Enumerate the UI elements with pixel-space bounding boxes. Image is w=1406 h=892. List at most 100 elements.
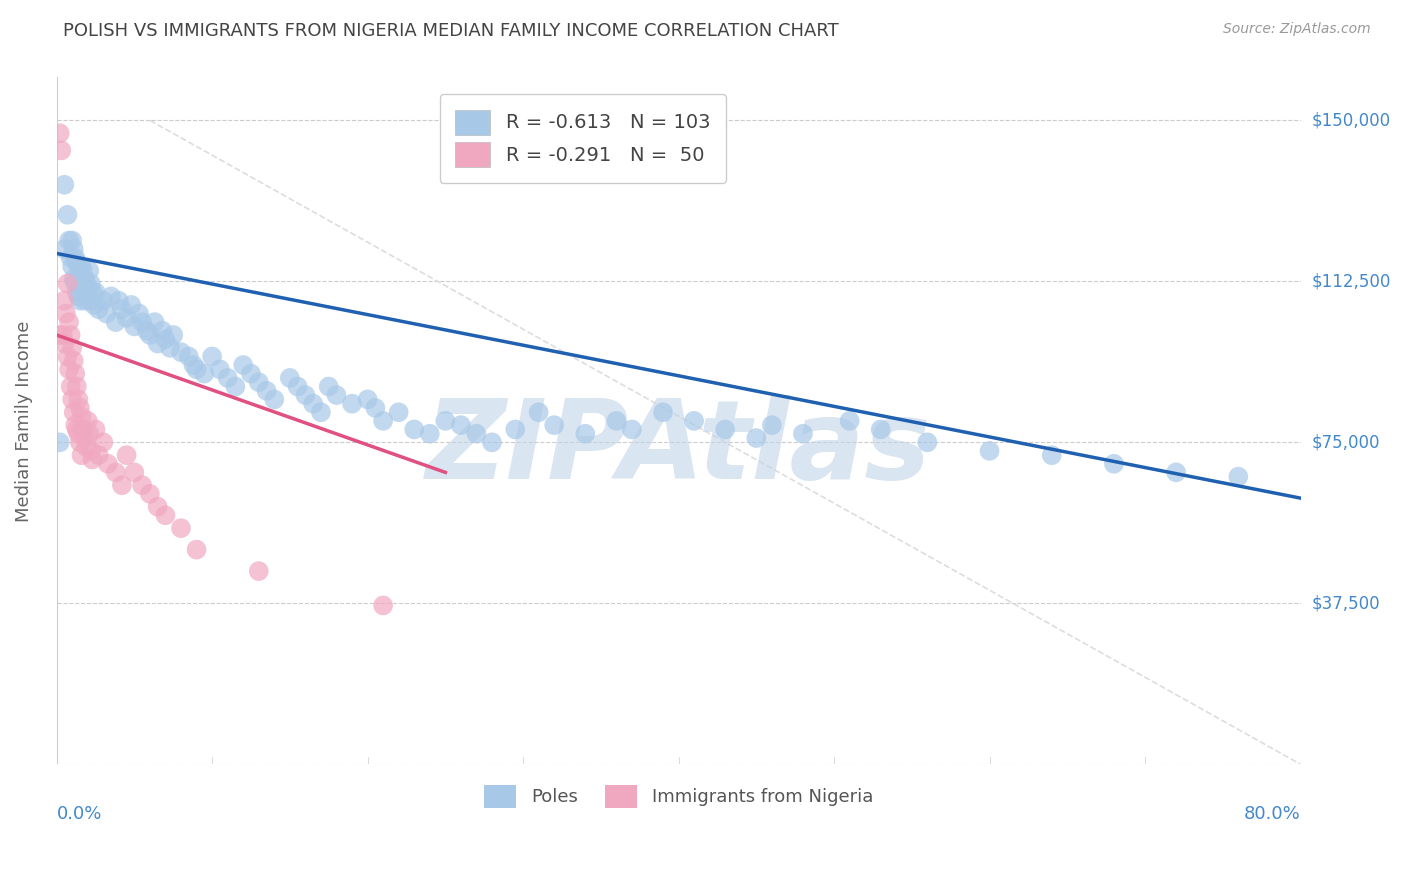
Point <box>69 293 91 308</box>
Point <box>73 272 96 286</box>
Point <box>84 285 107 299</box>
Point <box>115 448 138 462</box>
Text: ZIPAtlas: ZIPAtlas <box>426 395 931 502</box>
Point <box>53 293 76 308</box>
Point <box>318 379 340 393</box>
Point <box>193 367 215 381</box>
Point <box>60 234 83 248</box>
Point <box>76 281 98 295</box>
Point <box>183 358 205 372</box>
Point <box>340 397 363 411</box>
Point <box>97 457 120 471</box>
Point <box>46 328 69 343</box>
Point <box>91 435 114 450</box>
Point <box>792 426 814 441</box>
Point <box>62 242 84 256</box>
Point <box>434 414 457 428</box>
Point <box>111 478 134 492</box>
Point <box>309 405 332 419</box>
Point <box>917 435 939 450</box>
Point <box>76 414 98 428</box>
Point <box>82 452 104 467</box>
Point <box>256 384 278 398</box>
Point <box>419 426 441 441</box>
Point <box>67 289 90 303</box>
Point <box>186 362 208 376</box>
Point <box>208 362 231 376</box>
Point <box>170 521 193 535</box>
Point <box>87 448 110 462</box>
Point <box>170 345 193 359</box>
Point <box>100 289 122 303</box>
Point <box>80 277 103 291</box>
Point <box>60 341 83 355</box>
Point <box>979 443 1001 458</box>
Point <box>146 500 169 514</box>
Point <box>162 328 184 343</box>
Point <box>91 293 114 308</box>
Point <box>80 443 103 458</box>
Point <box>224 379 246 393</box>
Point <box>838 414 860 428</box>
Point <box>52 328 75 343</box>
Point <box>69 401 91 415</box>
Point <box>104 466 127 480</box>
Point <box>72 263 94 277</box>
Text: 80.0%: 80.0% <box>1244 805 1301 823</box>
Point <box>139 328 162 343</box>
Point <box>70 281 93 295</box>
Point <box>56 277 79 291</box>
Point <box>62 405 84 419</box>
Point <box>80 293 103 308</box>
Point <box>69 435 91 450</box>
Point <box>159 341 181 355</box>
Point <box>124 319 146 334</box>
Point <box>73 431 96 445</box>
Point <box>869 422 891 436</box>
Point <box>287 379 309 393</box>
Point <box>465 426 488 441</box>
Point <box>302 397 325 411</box>
Point <box>75 277 97 291</box>
Point <box>48 126 70 140</box>
Point <box>69 263 91 277</box>
Point <box>67 426 90 441</box>
Point <box>404 422 426 436</box>
Point <box>115 310 138 325</box>
Point <box>364 401 387 415</box>
Point <box>278 371 301 385</box>
Point <box>53 336 76 351</box>
Point <box>56 208 79 222</box>
Point <box>1227 469 1250 483</box>
Point <box>294 388 316 402</box>
Point <box>75 440 97 454</box>
Legend: Poles, Immigrants from Nigeria: Poles, Immigrants from Nigeria <box>475 776 882 817</box>
Point <box>53 178 76 192</box>
Point <box>83 298 105 312</box>
Point <box>107 293 129 308</box>
Point <box>60 260 83 274</box>
Point <box>66 379 89 393</box>
Point <box>53 242 76 256</box>
Point <box>70 260 93 274</box>
Point <box>652 405 675 419</box>
Point <box>150 324 173 338</box>
Point <box>124 466 146 480</box>
Point <box>73 293 96 308</box>
Point <box>55 306 77 320</box>
Point <box>62 272 84 286</box>
Point <box>745 431 768 445</box>
Point <box>66 422 89 436</box>
Text: Source: ZipAtlas.com: Source: ZipAtlas.com <box>1223 22 1371 37</box>
Point <box>72 422 94 436</box>
Point <box>58 362 80 376</box>
Point <box>62 353 84 368</box>
Text: POLISH VS IMMIGRANTS FROM NIGERIA MEDIAN FAMILY INCOME CORRELATION CHART: POLISH VS IMMIGRANTS FROM NIGERIA MEDIAN… <box>63 22 839 40</box>
Point <box>70 448 93 462</box>
Point <box>356 392 378 407</box>
Point <box>82 285 104 299</box>
Point <box>232 358 254 372</box>
Point <box>66 255 89 269</box>
Point <box>70 409 93 424</box>
Point <box>58 234 80 248</box>
